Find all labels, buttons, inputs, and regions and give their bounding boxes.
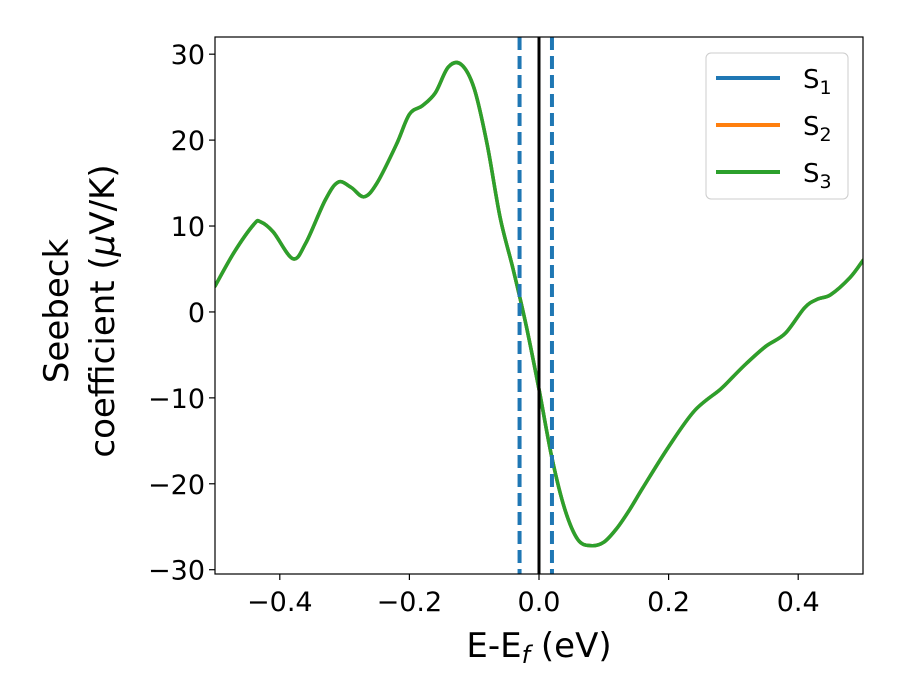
legend-label-s2: S2: [803, 112, 832, 146]
legend-label-s1: S1: [803, 65, 832, 99]
axes-layer: −0.4 −0.2 0.0 0.2 0.4 −30 −20 −10 0 10 20 30: [148, 36, 864, 618]
x-axis-label: E-Ef (eV): [466, 626, 611, 669]
plot-layer: [215, 37, 863, 574]
legend-label-s3: S3: [803, 159, 832, 193]
x-tick-label: −0.4: [247, 587, 313, 618]
y-axis-label-line1: Seebeck: [37, 239, 77, 384]
y-tick-label: −20: [148, 470, 205, 501]
x-tick-label: −0.2: [377, 587, 443, 618]
y-tick-label: 30: [171, 40, 205, 71]
y-axis-label-line2: coefficient (μV/K): [83, 164, 123, 457]
legend: S1 S2 S3: [705, 52, 849, 200]
plot-area: [215, 37, 863, 574]
y-tick-label: −30: [148, 556, 205, 587]
y-tick-label: 0: [188, 298, 205, 329]
x-tick-label: 0.4: [777, 587, 820, 618]
y-tick-label: 10: [171, 212, 205, 243]
y-axis-label: Seebeck coefficient (μV/K): [37, 164, 123, 457]
series-line-3: [215, 60, 863, 548]
y-tick-label: −10: [148, 384, 205, 415]
x-tick-label: 0.0: [518, 587, 561, 618]
x-tick-label: 0.2: [647, 587, 690, 618]
y-tick-label: 20: [171, 126, 205, 157]
